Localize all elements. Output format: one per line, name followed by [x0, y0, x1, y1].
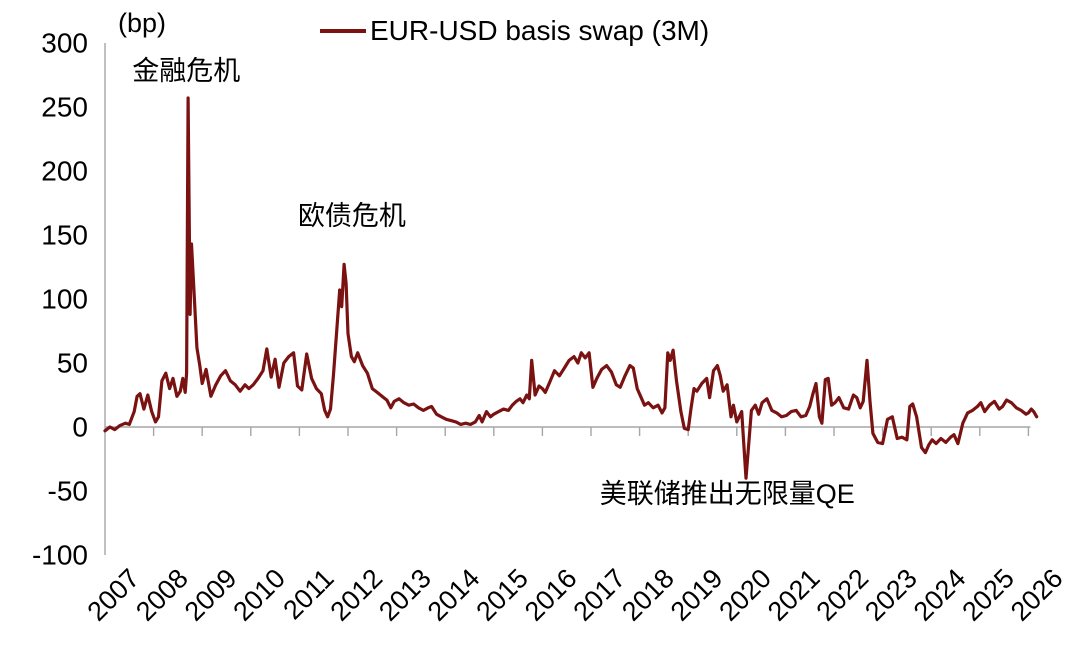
- y-axis-labels: 300 250 200 150 100 50 0 -50 -100: [32, 28, 88, 571]
- series-layer: [103, 96, 1039, 480]
- x-tick-label: 2012: [325, 563, 389, 627]
- series-line: [103, 96, 1039, 480]
- y-tick-label: 200: [41, 156, 88, 187]
- x-tick-label: 2019: [665, 563, 729, 627]
- y-tick-label: -100: [32, 540, 88, 571]
- x-tick-label: 2008: [130, 563, 194, 627]
- x-tick-label: 2018: [616, 563, 680, 627]
- annotation-fed-unlimited-qe: 美联储推出无限量QE: [599, 478, 855, 509]
- y-tick-label: -50: [48, 476, 88, 507]
- x-tick-label: 2015: [470, 563, 534, 627]
- x-tick-label: 2025: [956, 563, 1020, 627]
- x-tick-label: 2026: [1005, 563, 1069, 627]
- x-tick-label: 2021: [762, 563, 826, 627]
- x-axis-labels: 2007200820092010201120122013201420152016…: [82, 563, 1069, 627]
- annotation-financial-crisis: 金融危机: [132, 56, 241, 87]
- x-tick-label: 2009: [179, 563, 243, 627]
- x-tick-label: 2022: [811, 563, 875, 627]
- x-tick-label: 2024: [908, 563, 972, 627]
- x-tick-label: 2020: [713, 563, 777, 627]
- y-tick-label: 250: [41, 92, 88, 123]
- x-tick-label: 2016: [519, 563, 583, 627]
- y-tick-label: 100: [41, 284, 88, 315]
- x-tick-label: 2010: [227, 563, 291, 627]
- x-tick-label: 2013: [373, 563, 437, 627]
- x-tick-label: 2017: [568, 563, 632, 627]
- legend-label: EUR-USD basis swap (3M): [370, 15, 710, 46]
- y-tick-label: 50: [57, 348, 88, 379]
- unit-label: (bp): [118, 8, 167, 38]
- x-tick-label: 2014: [422, 563, 486, 627]
- x-tick-label: 2007: [82, 563, 146, 627]
- axes: [104, 43, 1031, 555]
- x-tick-label: 2011: [277, 563, 339, 625]
- annotation-euro-debt-crisis: 欧债危机: [297, 200, 406, 231]
- y-tick-label: 0: [72, 412, 88, 443]
- x-tick-label: 2023: [859, 563, 923, 627]
- legend-line-swatch: [320, 29, 366, 33]
- legend: EUR-USD basis swap (3M): [320, 15, 710, 46]
- y-tick-label: 150: [41, 220, 88, 251]
- y-tick-label: 300: [41, 28, 88, 59]
